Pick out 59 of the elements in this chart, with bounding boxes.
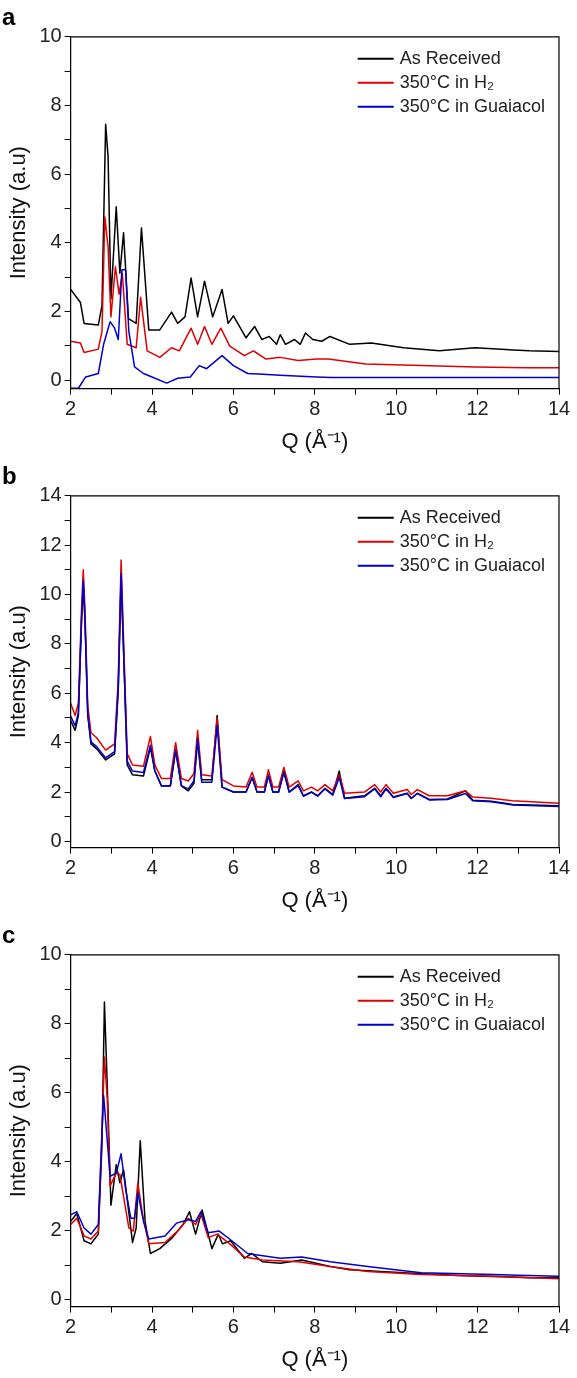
x-tick-label: 6 bbox=[227, 1315, 239, 1338]
y-tick-label: 2 bbox=[50, 1218, 62, 1241]
x-tick-label: 4 bbox=[146, 397, 158, 420]
y-axis-title: Intensity (a.u) bbox=[5, 605, 31, 739]
legend-label: As Received bbox=[399, 965, 501, 986]
y-tick-label: 2 bbox=[50, 779, 62, 802]
y-tick-label: 10 bbox=[39, 582, 62, 605]
y-tick-label: 6 bbox=[50, 680, 62, 703]
x-tick-label: 14 bbox=[547, 1315, 571, 1338]
legend-label: As Received bbox=[399, 506, 501, 527]
y-tick-label: 4 bbox=[50, 1149, 62, 1172]
y-tick-label: 6 bbox=[50, 1080, 62, 1103]
chart-title: a bbox=[2, 3, 16, 31]
y-tick-label: 4 bbox=[50, 730, 62, 753]
legend-label: 350°C in Guaiacol bbox=[399, 1013, 546, 1034]
x-tick-label: 14 bbox=[547, 856, 571, 879]
x-tick-label: 4 bbox=[146, 856, 158, 879]
y-tick-label: 8 bbox=[50, 1011, 62, 1034]
x-tick-label: 12 bbox=[466, 1315, 489, 1338]
legend-label: 350°C in Guaiacol bbox=[399, 554, 546, 575]
x-tick-label: 8 bbox=[309, 397, 321, 420]
y-tick-label: 0 bbox=[50, 1287, 62, 1310]
x-tick-label: 6 bbox=[227, 856, 239, 879]
x-tick-label: 14 bbox=[547, 397, 571, 420]
x-tick-label: 2 bbox=[65, 397, 77, 420]
legend-label: As Received bbox=[399, 47, 501, 68]
y-tick-label: 14 bbox=[39, 483, 62, 506]
y-axis-title: Intensity (a.u) bbox=[5, 146, 31, 280]
y-tick-label: 12 bbox=[39, 532, 62, 555]
x-tick-label: 2 bbox=[65, 856, 77, 879]
x-tick-label: 10 bbox=[385, 397, 408, 420]
x-tick-label: 8 bbox=[309, 856, 321, 879]
x-tick-label: 12 bbox=[466, 856, 489, 879]
legend-label: 350°C in H₂ bbox=[399, 71, 494, 92]
y-tick-label: 2 bbox=[50, 298, 62, 321]
chart-title: b bbox=[2, 462, 17, 490]
x-tick-label: 10 bbox=[385, 856, 408, 879]
x-axis-title: Q (Å⁻¹) bbox=[281, 886, 349, 912]
x-tick-label: 2 bbox=[65, 1315, 77, 1338]
x-tick-label: 12 bbox=[466, 397, 489, 420]
x-axis-title: Q (Å⁻¹) bbox=[281, 1345, 349, 1371]
x-tick-label: 10 bbox=[385, 1315, 408, 1338]
legend-label: 350°C in H₂ bbox=[399, 989, 494, 1010]
legend-label: 350°C in Guaiacol bbox=[399, 95, 546, 116]
x-tick-label: 6 bbox=[227, 397, 239, 420]
chart-title: c bbox=[2, 921, 16, 949]
y-tick-label: 0 bbox=[50, 828, 62, 851]
y-tick-label: 8 bbox=[50, 92, 62, 115]
y-tick-label: 10 bbox=[39, 942, 62, 965]
y-tick-label: 8 bbox=[50, 631, 62, 654]
legend-label: 350°C in H₂ bbox=[399, 530, 494, 551]
x-tick-label: 8 bbox=[309, 1315, 321, 1338]
y-axis-title: Intensity (a.u) bbox=[5, 1064, 31, 1198]
y-tick-label: 0 bbox=[50, 367, 62, 390]
y-tick-label: 6 bbox=[50, 161, 62, 184]
y-tick-label: 4 bbox=[50, 230, 62, 253]
x-tick-label: 4 bbox=[146, 1315, 158, 1338]
x-axis-title: Q (Å⁻¹) bbox=[281, 427, 349, 453]
y-tick-label: 10 bbox=[39, 24, 62, 47]
